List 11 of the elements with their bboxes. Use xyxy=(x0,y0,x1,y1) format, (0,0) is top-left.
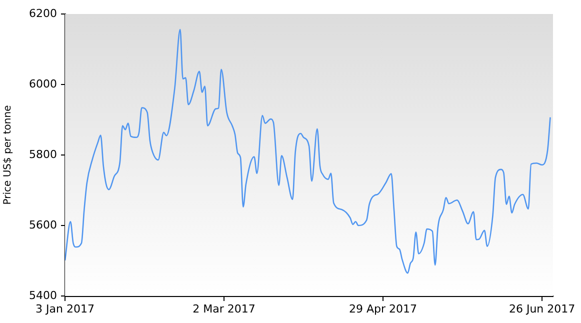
x-tick-label: 2 Mar 2017 xyxy=(192,302,256,316)
x-tick-label: 3 Jan 2017 xyxy=(36,302,94,316)
line-series xyxy=(65,28,551,274)
y-tick-label: 6200 xyxy=(29,6,57,20)
x-tick-label: 26 Jun 2017 xyxy=(508,302,576,316)
x-tick-label: 29 Apr 2017 xyxy=(349,302,418,316)
y-tick-label: 5600 xyxy=(29,218,57,232)
y-tick-label: 5400 xyxy=(29,288,57,302)
y-tick-label: 5800 xyxy=(29,148,57,161)
y-tick-label: 6000 xyxy=(29,77,57,90)
y-axis-title: Price US$ per tonne xyxy=(2,105,14,205)
